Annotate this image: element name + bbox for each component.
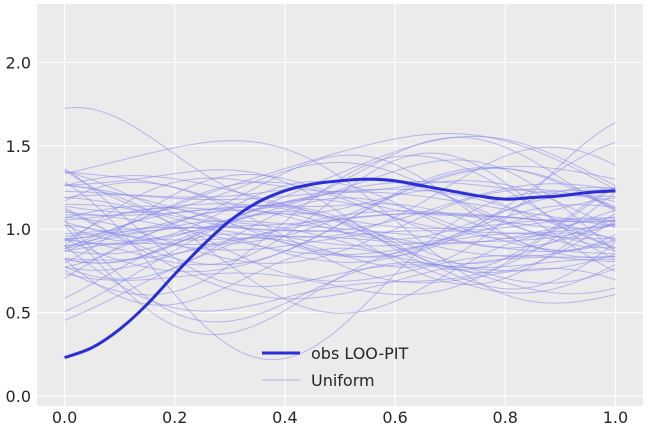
y-axis-ticks: 0.0 0.5 1.0 1.5 2.0 [6,53,31,406]
x-tick-label: 0.0 [52,408,77,427]
x-tick-label: 0.2 [162,408,187,427]
y-tick-label: 0.5 [6,304,31,323]
x-axis-ticks: 0.0 0.2 0.4 0.6 0.8 1.0 [52,408,628,427]
y-tick-label: 0.0 [6,387,31,406]
x-tick-label: 0.4 [272,408,297,427]
legend-observed-label: obs LOO-PIT [311,344,408,363]
x-tick-label: 0.6 [382,408,407,427]
y-tick-label: 1.0 [6,220,31,239]
y-tick-label: 1.5 [6,137,31,156]
x-tick-label: 1.0 [603,408,628,427]
legend-uniform-label: Uniform [311,371,375,390]
x-tick-label: 0.8 [493,408,518,427]
y-tick-label: 2.0 [6,53,31,72]
